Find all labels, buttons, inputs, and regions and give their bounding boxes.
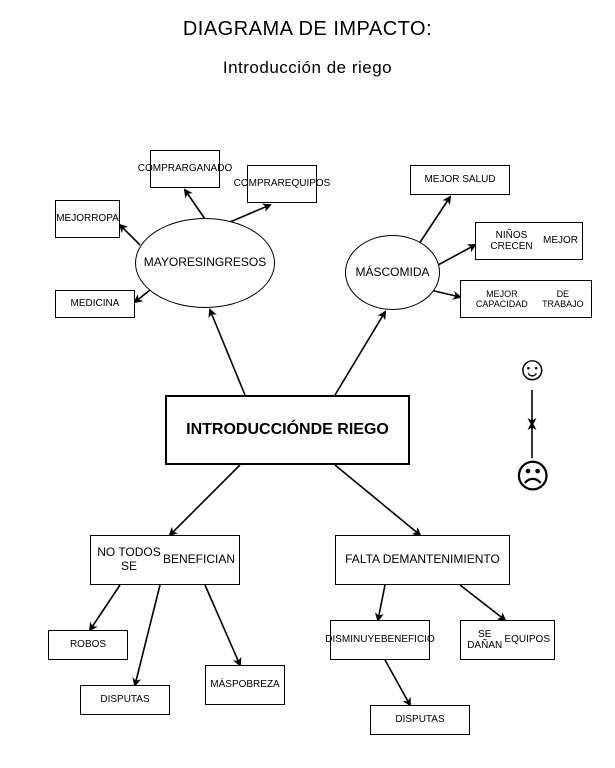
node-label: DISPUTAS xyxy=(395,714,444,726)
node-label: EQUIPOS xyxy=(285,178,331,190)
node-label: BENEFICIO xyxy=(381,634,435,646)
edge xyxy=(460,585,505,620)
node-robos: ROBOS xyxy=(48,630,128,660)
node-no_todos: NO TODOS SEBENEFICIAN xyxy=(90,535,240,585)
node-intro_riego: INTRODUCCIÓNDE RIEGO xyxy=(165,395,410,465)
diagram-canvas: DIAGRAMA DE IMPACTO: Introducción de rie… xyxy=(0,0,615,768)
node-label: MÁS xyxy=(210,679,232,691)
node-ninos_crecen: NIÑOS CRECENMEJOR xyxy=(475,222,583,260)
node-label: MAYORES xyxy=(144,256,203,270)
edge xyxy=(335,465,420,535)
node-label: MEJOR xyxy=(543,235,578,247)
edge xyxy=(120,225,140,245)
edge xyxy=(135,290,150,302)
node-label: ROBOS xyxy=(70,639,106,651)
node-label: INTRODUCCIÓN xyxy=(186,421,310,439)
node-label: EQUIPOS xyxy=(504,634,550,646)
node-disputas2: DISPUTAS xyxy=(370,705,470,735)
node-se_danan: SE DAÑANEQUIPOS xyxy=(460,620,555,660)
edge xyxy=(185,190,205,219)
edge xyxy=(378,585,385,620)
edge xyxy=(135,585,160,685)
node-label: DE TRABAJO xyxy=(539,289,587,310)
edge xyxy=(430,290,460,297)
node-comprar_ganado: COMPRARGANADO xyxy=(150,150,220,188)
node-mejor_ropa: MEJORROPA xyxy=(55,200,120,238)
edge xyxy=(385,660,410,705)
edge xyxy=(438,245,475,265)
node-label: COMPRAR xyxy=(138,163,189,175)
node-label: MEJOR CAPACIDAD xyxy=(465,289,539,310)
node-label: COMPRAR xyxy=(234,178,285,190)
node-label: COMIDA xyxy=(382,266,430,280)
sad-face-icon: ☹ xyxy=(515,460,550,494)
edge xyxy=(170,465,240,535)
node-label: MEDICINA xyxy=(71,298,120,310)
node-mas_comida: MÁSCOMIDA xyxy=(345,235,440,310)
edge xyxy=(210,310,245,395)
node-label: MÁS xyxy=(355,266,381,280)
edge xyxy=(335,312,385,395)
node-label: NIÑOS CRECEN xyxy=(480,230,543,253)
node-label: INGRESOS xyxy=(203,256,266,270)
node-disputas1: DISPUTAS xyxy=(80,685,170,715)
node-mayores_ingresos: MAYORESINGRESOS xyxy=(135,218,275,308)
edge xyxy=(230,205,270,222)
node-comprar_equipos: COMPRAREQUIPOS xyxy=(247,165,317,203)
node-mejor_salud: MEJOR SALUD xyxy=(410,165,510,195)
node-label: FALTA DE xyxy=(345,553,399,567)
node-label: GANADO xyxy=(189,163,232,175)
node-label: MANTENIMIENTO xyxy=(399,553,499,567)
node-label: DISMINUYE xyxy=(325,634,381,646)
node-falta_mant: FALTA DEMANTENIMIENTO xyxy=(335,535,510,585)
node-disminuye: DISMINUYEBENEFICIO xyxy=(330,620,430,660)
node-label: ROPA xyxy=(91,213,119,225)
node-mas_pobreza: MÁSPOBREZA xyxy=(205,665,285,705)
node-label: DISPUTAS xyxy=(100,694,149,706)
node-mejor_capacidad: MEJOR CAPACIDADDE TRABAJO xyxy=(460,280,592,318)
node-label: DE RIEGO xyxy=(311,421,389,439)
edge xyxy=(90,585,120,630)
happy-face-icon: ☺ xyxy=(515,352,550,386)
node-label: SE DAÑAN xyxy=(465,629,504,652)
main-title: DIAGRAMA DE IMPACTO: xyxy=(0,18,615,41)
node-label: POBREZA xyxy=(232,679,280,691)
node-label: BENEFICIAN xyxy=(163,553,235,567)
sub-title: Introducción de riego xyxy=(0,58,615,78)
node-medicina: MEDICINA xyxy=(55,290,135,318)
edge xyxy=(205,585,240,665)
node-label: NO TODOS SE xyxy=(95,546,163,574)
node-label: MEJOR xyxy=(56,213,91,225)
node-label: MEJOR SALUD xyxy=(424,174,495,186)
